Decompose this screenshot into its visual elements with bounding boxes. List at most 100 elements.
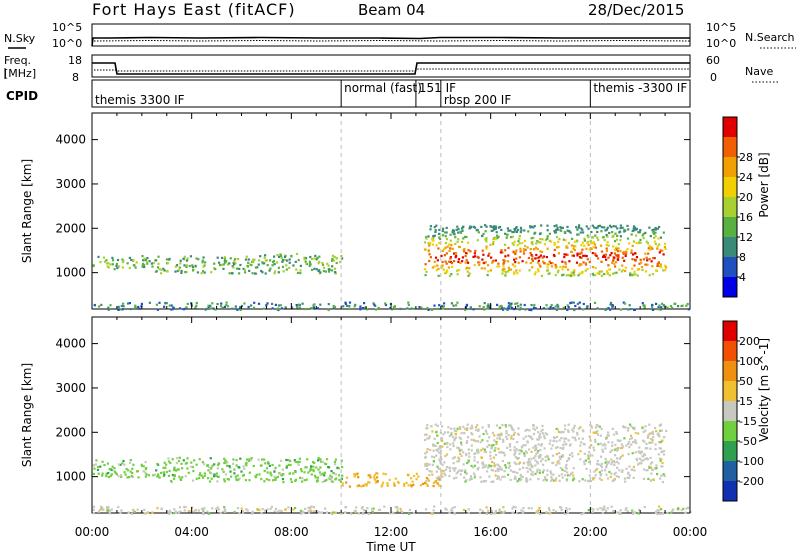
echo-cell bbox=[557, 269, 560, 272]
echo-cell bbox=[578, 252, 581, 255]
echo-cell bbox=[235, 464, 238, 467]
echo-cell bbox=[512, 230, 515, 234]
echo-cell bbox=[685, 507, 688, 510]
echo-cell bbox=[485, 225, 488, 228]
echo-cell bbox=[297, 259, 300, 262]
echo-cell bbox=[254, 476, 258, 479]
echo-cell bbox=[194, 306, 197, 309]
echo-cell bbox=[627, 453, 630, 456]
echo-cell bbox=[102, 508, 105, 511]
echo-cell bbox=[446, 269, 449, 272]
echo-cell bbox=[631, 274, 634, 277]
echo-cell bbox=[336, 466, 339, 469]
echo-cell bbox=[415, 478, 418, 481]
echo-cell bbox=[529, 460, 532, 463]
echo-cell bbox=[486, 470, 489, 473]
echo-cell bbox=[500, 304, 503, 307]
echo-cell bbox=[126, 469, 130, 472]
echo-cell bbox=[450, 433, 453, 436]
echo-cell bbox=[130, 475, 133, 478]
echo-cell bbox=[257, 508, 260, 512]
echo-cell bbox=[494, 509, 497, 512]
echo-cell bbox=[389, 307, 392, 310]
echo-cell bbox=[632, 273, 635, 276]
nsky-label: N.Sky bbox=[4, 32, 36, 45]
echo-cell bbox=[529, 262, 532, 265]
echo-cell bbox=[479, 508, 482, 511]
echo-cell bbox=[355, 473, 359, 476]
echo-cell bbox=[144, 258, 147, 262]
echo-cell bbox=[566, 253, 569, 256]
echo-cell bbox=[314, 254, 317, 257]
echo-cell bbox=[603, 273, 606, 276]
echo-cell bbox=[571, 436, 574, 439]
echo-cell bbox=[484, 261, 487, 264]
echo-cell bbox=[319, 466, 322, 469]
echo-cell bbox=[292, 472, 295, 475]
echo-cell bbox=[399, 510, 402, 513]
echo-cell bbox=[468, 267, 471, 270]
echo-cell bbox=[280, 510, 283, 513]
echo-cell bbox=[292, 508, 295, 511]
echo-cell bbox=[468, 455, 471, 458]
echo-cell bbox=[106, 507, 109, 510]
echo-cell bbox=[105, 475, 108, 478]
echo-cell bbox=[119, 463, 122, 466]
echo-cell bbox=[323, 471, 326, 474]
echo-cell bbox=[469, 250, 472, 253]
echo-cell bbox=[452, 462, 455, 465]
echo-cell bbox=[504, 249, 507, 252]
echo-cell bbox=[258, 473, 261, 476]
echo-cell bbox=[183, 264, 186, 267]
echo-cell bbox=[518, 234, 521, 237]
echo-cell bbox=[453, 427, 456, 430]
echo-cell bbox=[294, 460, 297, 463]
echo-cell bbox=[286, 259, 289, 262]
echo-cell bbox=[553, 248, 556, 251]
echo-cell bbox=[103, 464, 106, 467]
echo-cell bbox=[515, 226, 518, 229]
echo-cell bbox=[361, 307, 365, 310]
echo-cell bbox=[580, 256, 583, 259]
echo-cell bbox=[220, 302, 223, 305]
echo-cell bbox=[546, 269, 549, 272]
echo-cell bbox=[599, 442, 602, 445]
echo-cell bbox=[202, 513, 205, 516]
echo-cell bbox=[493, 462, 496, 465]
echo-cell bbox=[443, 442, 446, 445]
echo-cell bbox=[624, 269, 627, 273]
echo-cell bbox=[497, 469, 500, 473]
echo-cell bbox=[132, 463, 135, 466]
echo-cell bbox=[209, 457, 212, 460]
echo-cell bbox=[561, 260, 564, 263]
echo-cell bbox=[610, 461, 614, 464]
echo-cell bbox=[606, 307, 609, 310]
echo-cell bbox=[297, 463, 300, 466]
echo-cell bbox=[564, 266, 567, 269]
echo-cell bbox=[513, 228, 516, 231]
echo-cell bbox=[680, 508, 683, 512]
echo-cell bbox=[117, 475, 120, 478]
echo-cell bbox=[102, 256, 105, 259]
echo-cell bbox=[601, 450, 605, 453]
echo-cell bbox=[622, 426, 625, 429]
echo-cell bbox=[534, 472, 537, 475]
echo-cell bbox=[456, 460, 459, 463]
colorbar-segment bbox=[723, 481, 737, 502]
echo-cell bbox=[621, 264, 624, 267]
echo-cell bbox=[660, 266, 663, 269]
echo-cell bbox=[275, 261, 279, 264]
echo-cell bbox=[141, 263, 144, 267]
echo-cell bbox=[457, 456, 460, 459]
echo-cell bbox=[281, 259, 285, 262]
echo-cell bbox=[124, 473, 127, 476]
echo-cell bbox=[107, 476, 111, 479]
echo-cell bbox=[369, 476, 372, 479]
echo-cell bbox=[470, 225, 473, 228]
echo-cell bbox=[211, 507, 214, 510]
echo-cell bbox=[610, 505, 613, 508]
colorbar-frame bbox=[722, 320, 738, 502]
echo-cell bbox=[514, 475, 517, 478]
echo-cell bbox=[152, 474, 155, 477]
